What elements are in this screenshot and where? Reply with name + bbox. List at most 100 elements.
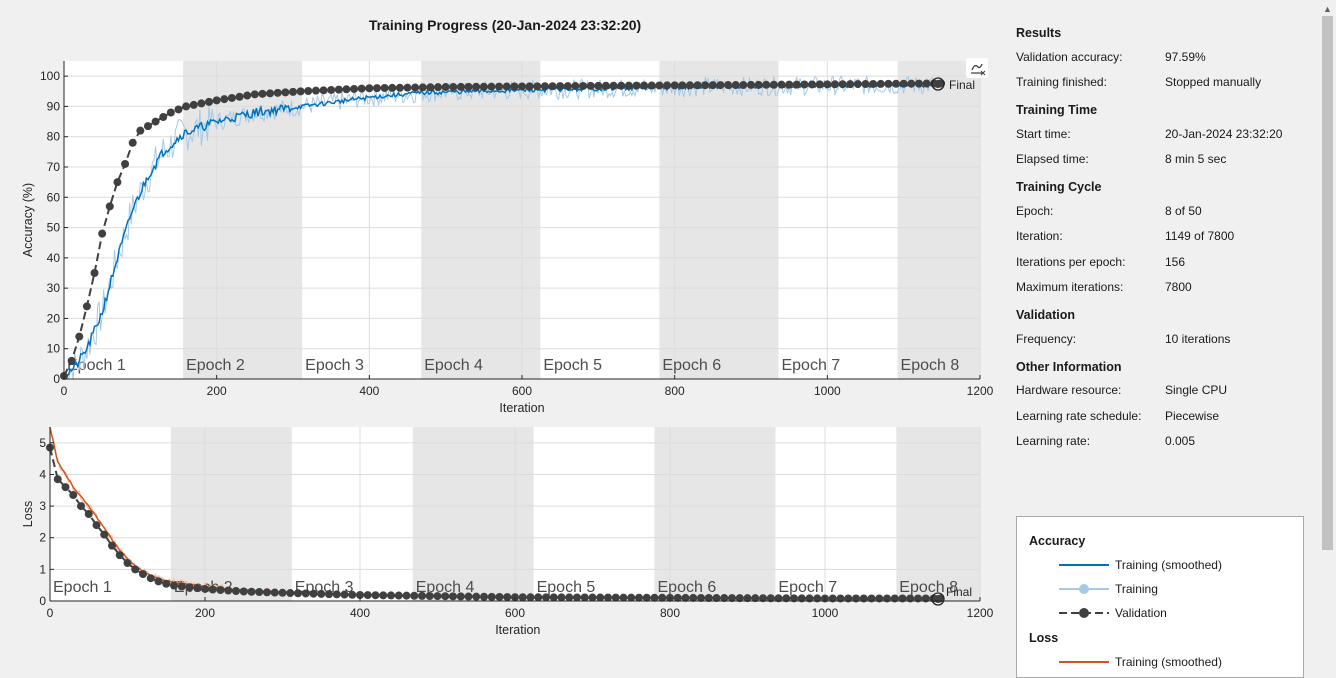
export-button[interactable] xyxy=(966,58,988,78)
validation-point xyxy=(371,591,380,600)
validation-point xyxy=(220,95,229,104)
epoch-label: Epoch 7 xyxy=(781,357,840,374)
validation-point xyxy=(580,593,589,602)
validation-point xyxy=(212,96,221,105)
validation-point xyxy=(642,593,651,602)
validation-point xyxy=(647,81,656,90)
info-key: Iterations per epoch: xyxy=(1016,254,1126,269)
figure-title: Training Progress (20-Jan-2024 23:32:20) xyxy=(368,17,642,33)
epoch-band xyxy=(897,61,980,379)
validation-point xyxy=(704,593,713,602)
validation-point xyxy=(502,82,511,91)
info-row: Learning rate: 0.005 xyxy=(1016,429,1316,455)
validation-point xyxy=(146,574,155,583)
validation-point xyxy=(487,592,496,601)
validation-point xyxy=(387,591,395,600)
validation-point xyxy=(604,593,612,602)
final-point xyxy=(934,595,942,603)
x-tick-label: 600 xyxy=(512,384,532,398)
validation-point xyxy=(846,80,855,89)
x-axis-label: Iteration xyxy=(499,401,544,415)
legend-loss-smoothed-swatch xyxy=(1059,661,1109,663)
x-tick-label: 1200 xyxy=(967,606,994,620)
validation-point xyxy=(828,594,837,603)
validation-point xyxy=(379,591,388,600)
validation-point xyxy=(890,594,899,603)
validation-point xyxy=(670,81,679,90)
x-tick-label: 200 xyxy=(207,384,227,398)
validation-point xyxy=(170,581,178,590)
validation-point xyxy=(464,592,473,601)
validation-point xyxy=(792,80,801,89)
epoch-label: Epoch 1 xyxy=(67,357,126,374)
validation-point xyxy=(635,593,643,602)
validation-point xyxy=(263,588,271,597)
validation-point xyxy=(332,590,341,599)
validation-point xyxy=(830,80,839,89)
validation-point xyxy=(123,559,132,568)
info-row: Iteration: 1149 of 7800 xyxy=(1016,224,1316,250)
validation-point xyxy=(525,82,534,91)
validation-point xyxy=(304,87,313,96)
y-axis-label: Accuracy (%) xyxy=(21,183,35,257)
accuracy-chart: Epoch 1 Epoch 2 Epoch 3 Epoch 4 Epoch 5 Epoch… xyxy=(21,61,994,415)
scrollbar-thumb[interactable] xyxy=(1322,16,1333,550)
validation-point xyxy=(108,541,116,550)
validation-point xyxy=(82,302,91,311)
validation-point xyxy=(131,565,140,574)
validation-point xyxy=(115,551,124,560)
info-row: Start time: 20-Jan-2024 23:32:20 xyxy=(1016,121,1316,147)
info-value: Piecewise xyxy=(1165,408,1220,423)
validation-point xyxy=(61,483,70,492)
validation-point xyxy=(327,85,336,94)
info-section-title: Results xyxy=(1016,26,1062,40)
validation-point xyxy=(906,594,915,603)
epoch-band xyxy=(659,61,779,379)
final-marker xyxy=(931,77,945,91)
validation-point xyxy=(534,593,543,602)
scroll-up-arrow-icon[interactable]: ▲ xyxy=(1323,4,1332,14)
info-key: Validation accuracy: xyxy=(1016,49,1123,64)
info-row: Training finished: Stopped manually xyxy=(1016,70,1316,96)
y-tick-label: 0 xyxy=(39,594,46,608)
legend-validation-swatch xyxy=(1059,608,1109,618)
epoch-label: Epoch 4 xyxy=(416,579,475,596)
validation-point xyxy=(823,80,832,89)
validation-point xyxy=(914,79,923,88)
info-key: Elapsed time: xyxy=(1016,152,1089,167)
validation-point xyxy=(258,89,267,98)
validation-point xyxy=(433,592,442,601)
validation-point xyxy=(743,594,752,603)
legend-acc-training-swatch xyxy=(1059,584,1109,594)
validation-point xyxy=(844,594,853,603)
validation-point xyxy=(67,356,76,365)
validation-point xyxy=(388,83,397,92)
validation-point xyxy=(762,80,771,89)
validation-point xyxy=(640,81,649,90)
validation-point xyxy=(735,594,744,603)
info-key: Training finished: xyxy=(1016,75,1107,90)
info-key: Start time: xyxy=(1016,126,1071,141)
validation-point xyxy=(193,584,202,593)
info-value: 7800 xyxy=(1165,280,1192,295)
info-panel: Results Validation accuracy: 97.59% Trainin… xyxy=(1016,26,1316,454)
validation-point xyxy=(678,81,687,90)
validation-point xyxy=(309,589,318,598)
y-axis-label: Loss xyxy=(21,501,35,527)
validation-point xyxy=(255,588,264,597)
epoch-band xyxy=(170,427,292,601)
validation-point xyxy=(281,88,290,97)
y-tick-label: 90 xyxy=(47,99,61,113)
validation-point xyxy=(235,92,244,101)
validation-point xyxy=(884,79,893,88)
info-value: 8 min 5 sec xyxy=(1165,152,1227,167)
x-tick-label: 400 xyxy=(359,384,379,398)
validation-point xyxy=(495,592,504,601)
validation-point xyxy=(609,81,618,90)
validation-point xyxy=(861,80,870,89)
validation-point xyxy=(278,588,287,597)
validation-point xyxy=(289,87,297,96)
validation-point xyxy=(441,83,450,92)
validation-point xyxy=(518,593,527,602)
epoch-band xyxy=(412,427,534,601)
